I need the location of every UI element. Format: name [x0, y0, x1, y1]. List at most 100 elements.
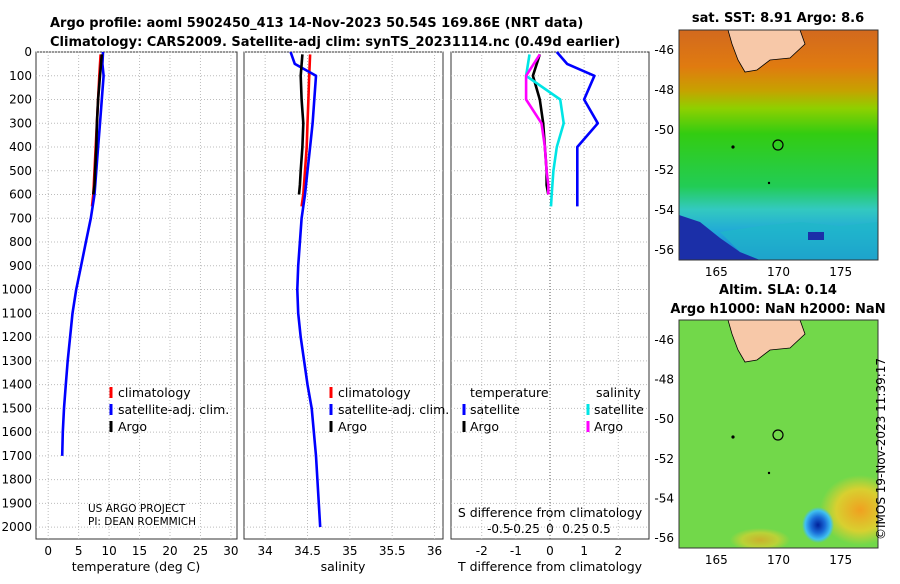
temperature-plot-frame — [35, 51, 238, 540]
argo-position-marker — [772, 429, 784, 441]
difference-s-tick-label: 0.25 — [562, 522, 589, 536]
temperature-xlabel: temperature (deg C) — [72, 559, 201, 574]
difference-xtick-label: 1 — [580, 544, 588, 558]
island-dot — [731, 145, 735, 149]
island-dot — [767, 471, 771, 475]
new-zealand-landmass — [727, 320, 806, 363]
difference-xlabel-2: S difference from climatology — [458, 505, 643, 520]
island-dot — [731, 435, 735, 439]
difference-series-temperature-satellite — [555, 51, 600, 207]
depth-tick-label: 1800 — [1, 473, 32, 487]
depth-tick-label: 600 — [9, 188, 32, 202]
salinity-xtick-label: 34.5 — [294, 544, 321, 558]
sla-ytick-label: -48 — [654, 372, 674, 386]
new-zealand-landmass — [727, 30, 806, 73]
depth-tick-label: 700 — [9, 211, 32, 225]
sla-xtick-label: 175 — [829, 553, 852, 567]
legend-label-s-satellite: satellite — [594, 402, 644, 417]
sst-ytick-label: -56 — [654, 243, 674, 257]
project-annotation-2: PI: DEAN ROEMMICH — [88, 516, 196, 528]
salinity-xlabel: salinity — [321, 559, 366, 574]
depth-tick-label: 2000 — [1, 520, 32, 534]
salinity-xtick-label: 35 — [342, 544, 357, 558]
difference-series-salinity-satellite — [524, 54, 566, 207]
salinity-series-argo — [297, 54, 305, 195]
sst-ytick-label: -46 — [654, 43, 674, 57]
difference-xlabel: T difference from climatology — [457, 559, 643, 574]
temperature-series-satellite-adj-clim- — [60, 51, 105, 456]
sla-ytick-label: -56 — [654, 531, 674, 545]
legend-label-satellite: satellite-adj. clim. — [338, 402, 449, 417]
difference-s-tick-label: 0.5 — [592, 522, 611, 536]
legend-label-argo: Argo — [118, 419, 147, 434]
depth-tick-label: 1200 — [1, 330, 32, 344]
legend-title-salinity: salinity — [596, 385, 641, 400]
difference-s-tick-label: 0 — [546, 522, 554, 536]
salinity-xtick-label: 36 — [427, 544, 442, 558]
sst-ytick-label: -48 — [654, 83, 674, 97]
legend-label-argo: Argo — [338, 419, 367, 434]
sst-cold-spot — [808, 232, 824, 240]
temperature-xtick-label: 30 — [223, 544, 238, 558]
sst-xtick-label: 175 — [829, 265, 852, 279]
depth-tick-label: 400 — [9, 140, 32, 154]
salinity-legend: climatology satellite-adj. clim. Argo — [329, 385, 449, 434]
depth-tick-label: 300 — [9, 116, 32, 130]
sla-warm-anomaly — [730, 528, 790, 548]
depth-tick-label: 1900 — [1, 496, 32, 510]
sla-ytick-label: -50 — [654, 412, 674, 426]
difference-xtick-label: 0 — [546, 544, 554, 558]
sla-map-subtitle: Argo h1000: NaN h2000: NaN — [670, 302, 885, 317]
depth-tick-label: 1300 — [1, 354, 32, 368]
sst-map-title: sat. SST: 8.91 Argo: 8.6 — [692, 11, 864, 26]
difference-series-salinity-argo — [524, 53, 550, 195]
depth-tick-label: 1500 — [1, 401, 32, 415]
sla-xtick-label: 165 — [705, 553, 728, 567]
grid-layer — [36, 51, 649, 539]
legend-label-t-argo: Argo — [470, 419, 499, 434]
depth-tick-label: 100 — [9, 69, 32, 83]
island-dot — [767, 181, 771, 185]
legend-label-satellite: satellite-adj. clim. — [118, 402, 229, 417]
temperature-legend: climatology satellite-adj. clim. Argo — [109, 385, 229, 434]
temperature-xtick-label: 5 — [75, 544, 83, 558]
difference-xtick-label: 2 — [614, 544, 622, 558]
sla-map-frame — [678, 319, 879, 549]
sla-map-title: Altim. SLA: 0.14 — [719, 283, 837, 298]
sst-xtick-label: 170 — [767, 265, 790, 279]
depth-tick-label: 200 — [9, 93, 32, 107]
legend-label-s-argo: Argo — [594, 419, 623, 434]
salinity-series-climatology — [300, 54, 312, 207]
depth-tick-label: 0 — [24, 45, 32, 59]
legend-title-temperature: temperature — [470, 385, 549, 400]
sst-ytick-label: -50 — [654, 123, 674, 137]
depth-tick-label: 1400 — [1, 378, 32, 392]
temperature-xtick-label: 15 — [132, 544, 147, 558]
sst-cold-patch — [679, 215, 760, 260]
sst-field — [679, 30, 878, 260]
difference-xtick-label: -1 — [510, 544, 522, 558]
sst-ytick-label: -52 — [654, 163, 674, 177]
temperature-xtick-label: 0 — [44, 544, 52, 558]
argo-position-marker — [772, 139, 784, 151]
depth-tick-label: 1700 — [1, 449, 32, 463]
sst-ytick-label: -54 — [654, 203, 674, 217]
sst-xtick-label: 165 — [705, 265, 728, 279]
sst-cyan-patch — [720, 222, 878, 260]
legend-label-t-satellite: satellite — [470, 402, 520, 417]
salinity-series-satellite-adj-clim- — [289, 51, 322, 528]
legend-label-climatology: climatology — [338, 385, 411, 400]
temperature-series-argo — [92, 54, 104, 195]
sla-xtick-label: 170 — [767, 553, 790, 567]
imos-timestamp-text: ©IMOS 19-Nov-2023 11:39:17 — [874, 357, 888, 540]
depth-tick-label: 1600 — [1, 425, 32, 439]
difference-xtick-label: -2 — [476, 544, 488, 558]
difference-s-tick-label: -0.25 — [509, 522, 540, 536]
depth-tick-label: 1100 — [1, 306, 32, 320]
sla-ytick-label: -46 — [654, 333, 674, 347]
header-line-2: Climatology: CARS2009. Satellite-adj cli… — [50, 35, 620, 50]
temperature-xtick-label: 10 — [101, 544, 116, 558]
salinity-plot-frame — [243, 51, 444, 540]
temperature-xtick-label: 20 — [162, 544, 177, 558]
